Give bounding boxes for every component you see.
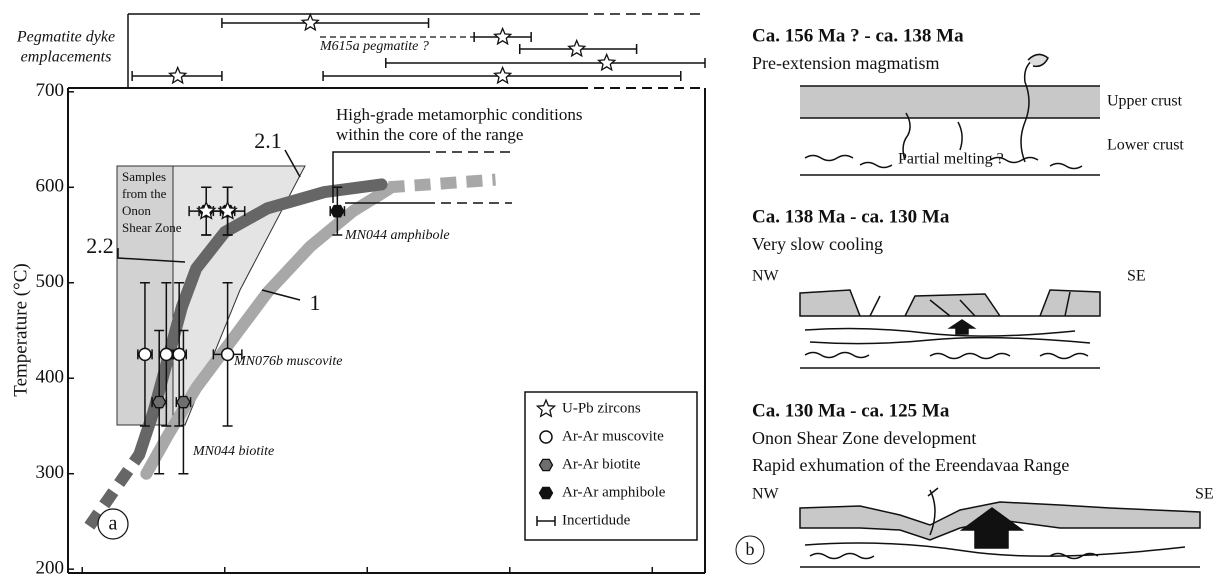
y-tick-label: 700 [36, 80, 65, 101]
curve-label: 1 [310, 290, 321, 315]
melt-lines [804, 154, 1083, 170]
diagram-note: SE [1195, 486, 1214, 503]
y-axis-label: Temperature (°C) [10, 263, 31, 396]
diagram-note: NW [752, 268, 780, 285]
ductile-lines [804, 327, 1091, 360]
point [138, 347, 152, 362]
cooling-curve [140, 183, 395, 480]
point-label: MN044 biotite [192, 444, 274, 459]
pegmatite-label: Pegmatite dyke [16, 29, 115, 46]
point [217, 200, 238, 220]
point [330, 204, 345, 218]
leader-line [284, 149, 301, 178]
uplift-arrow [959, 507, 1025, 549]
region-text: Shear Zone [122, 220, 182, 235]
cooling-curve-extension [84, 451, 145, 530]
diagram-note: NW [752, 486, 780, 503]
stage-text: Very slow cooling [752, 234, 883, 254]
point [196, 200, 217, 220]
extrusion [1027, 53, 1049, 68]
zircon-age [567, 38, 587, 58]
zircon-age [597, 52, 617, 72]
legend-marker [538, 458, 554, 472]
legend: U-Pb zircons Ar-Ar muscovite Ar-Ar biotite… [524, 391, 698, 541]
point [176, 395, 191, 409]
point [172, 347, 186, 362]
high-grade-bracket [420, 151, 512, 204]
y-tick-label: 500 [36, 271, 65, 292]
panel-b-label: b [746, 539, 755, 559]
stage-text: Rapid exhumation of the Ereendavaa Range [752, 455, 1069, 475]
legend-label: U-Pb zircons [562, 400, 641, 416]
zircon-age [167, 65, 188, 85]
y-tick-label: 300 [36, 462, 65, 483]
stage-title: Ca. 130 Ma - ca. 125 Ma [752, 400, 950, 421]
diagram-b [799, 53, 1201, 568]
legend-marker [539, 430, 553, 444]
panel-a-label: a [109, 513, 118, 535]
diagram-note: SE [1127, 268, 1146, 285]
legend-label: Ar-Ar muscovite [562, 428, 664, 444]
y-tick-label: 200 [36, 558, 65, 577]
cooling-curve-extension [388, 173, 496, 194]
panel-b-circle [735, 535, 765, 565]
point [220, 347, 235, 362]
diagram-note: Upper crust [1107, 93, 1183, 110]
point [159, 347, 174, 362]
faults [869, 291, 1071, 317]
panel-a-circle [97, 508, 129, 540]
legend-marker [535, 398, 557, 418]
region-text: Onon [122, 203, 151, 218]
shear-lines [804, 487, 1186, 560]
pegmatite-annotation: M615a pegmatite ? [319, 39, 429, 54]
point [151, 395, 167, 409]
stage-text: Pre-extension magmatism [752, 53, 939, 73]
uplift-arrow [947, 319, 977, 335]
stage-title: Ca. 138 Ma - ca. 130 Ma [752, 206, 950, 227]
leader-line [261, 289, 301, 301]
legend-label: Ar-Ar amphibole [562, 484, 666, 500]
stage-title: Ca. 156 Ma ? - ca. 138 Ma [752, 25, 964, 46]
region-text: from the [122, 186, 167, 201]
legend-box [524, 391, 698, 541]
age-range [221, 18, 430, 28]
high-grade-text: within the core of the range [336, 125, 523, 144]
leader-line [117, 248, 186, 263]
cooling-curve [133, 178, 388, 461]
stage-text: Onon Shear Zone development [752, 428, 976, 448]
crust-blocks [799, 289, 1101, 317]
zircon-age [493, 65, 513, 85]
pegmatite-label: emplacements [21, 49, 112, 66]
legend-marker [536, 516, 556, 526]
legend-label: Incertidude [562, 512, 631, 528]
point-label: MN044 amphibole [344, 228, 450, 243]
crust-blocks [799, 501, 1201, 541]
zircon-age [493, 26, 513, 46]
high-grade-text: High-grade metamorphic conditions [336, 105, 582, 124]
dykes [902, 59, 1034, 163]
y-tick-label: 400 [36, 367, 65, 388]
high-grade-bracket [332, 151, 425, 204]
diagram-note: Lower crust [1107, 137, 1184, 154]
upper-crust [800, 86, 1100, 118]
curve-label: 2.1 [254, 128, 282, 153]
diagram-note: Partial melting ? [898, 151, 1004, 168]
legend-label: Ar-Ar biotite [562, 456, 641, 472]
age-range [385, 58, 706, 68]
legend-marker [538, 486, 554, 500]
y-tick-label: 600 [36, 176, 65, 197]
point-label: MN076b muscovite [233, 354, 342, 369]
zircon-age [300, 12, 320, 32]
region-text: Samples [122, 169, 166, 184]
region-label: 2.2 [86, 233, 114, 258]
